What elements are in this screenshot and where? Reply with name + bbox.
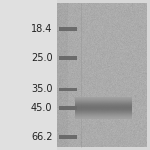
Text: 35.0: 35.0 (31, 84, 52, 94)
Bar (58, 106, 76, 110)
Text: 66.2: 66.2 (31, 132, 52, 142)
Bar (58, 135, 76, 139)
Bar (58, 56, 76, 60)
Text: 25.0: 25.0 (31, 53, 52, 63)
Bar (58, 87, 76, 91)
Text: 18.4: 18.4 (31, 24, 52, 34)
Text: 45.0: 45.0 (31, 103, 52, 113)
Bar (0, 0, 57, 150)
Bar (58, 27, 76, 31)
